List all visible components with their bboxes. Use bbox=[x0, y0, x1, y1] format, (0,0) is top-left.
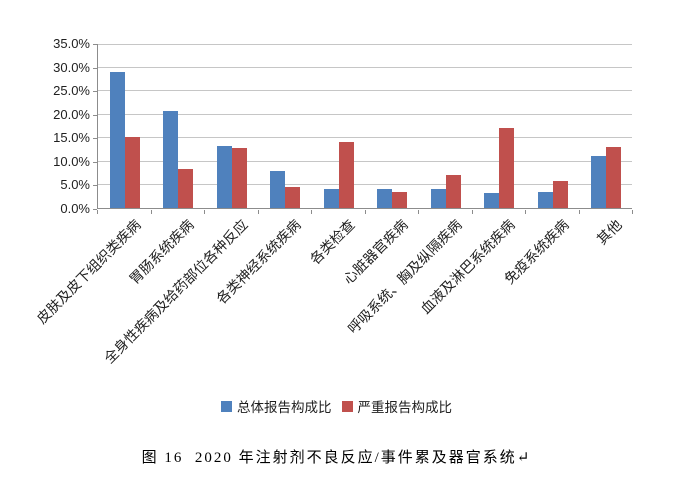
bar-严重报告构成比 bbox=[124, 137, 140, 208]
y-axis-tick-mark bbox=[93, 138, 97, 140]
y-axis-tick-mark bbox=[93, 91, 97, 93]
x-axis-tick-mark bbox=[525, 210, 526, 214]
bar-总体报告构成比 bbox=[591, 155, 607, 208]
y-axis-tick-label: 25.0% bbox=[53, 83, 90, 99]
y-axis-tick-mark bbox=[93, 185, 97, 187]
bar-总体报告构成比 bbox=[270, 170, 286, 208]
x-axis-tick-mark bbox=[578, 210, 580, 214]
plot-area bbox=[97, 44, 632, 209]
bar-group bbox=[580, 44, 634, 208]
x-axis-tick-mark bbox=[97, 210, 98, 214]
y-axis-tick-label: 35.0% bbox=[53, 36, 90, 51]
y-axis-tick-mark bbox=[93, 114, 97, 116]
y-axis-tick-label: 30.0% bbox=[53, 59, 90, 75]
bar-group bbox=[205, 44, 259, 208]
bar-group bbox=[98, 44, 152, 208]
bar-总体报告构成比 bbox=[484, 193, 500, 208]
x-axis-tick-mark bbox=[632, 210, 633, 214]
bar-group bbox=[473, 44, 527, 208]
bar-严重报告构成比 bbox=[392, 192, 408, 208]
gridline bbox=[98, 160, 632, 162]
bar-总体报告构成比 bbox=[377, 189, 393, 208]
x-axis-tick-mark bbox=[471, 210, 473, 214]
x-axis-category-label: 血液及淋巴系统疾病 bbox=[417, 216, 518, 317]
gridline bbox=[98, 90, 632, 92]
x-axis-tick-mark bbox=[150, 210, 152, 214]
gridline bbox=[98, 44, 632, 45]
y-axis-tick-label: 15.0% bbox=[53, 130, 90, 146]
bar-group bbox=[366, 44, 420, 208]
paragraph-return-mark-icon: ↵ bbox=[516, 450, 532, 466]
legend-label: 严重报告构成比 bbox=[357, 400, 453, 415]
x-axis-tick-mark bbox=[257, 210, 259, 214]
bar-总体报告构成比 bbox=[216, 145, 232, 208]
legend-item: 严重报告构成比 bbox=[341, 396, 453, 416]
figure-caption: 图 16 2020 年注射剂不良反应/事件累及器官系统↵ bbox=[0, 446, 673, 467]
x-axis-tick-mark bbox=[364, 210, 366, 214]
figure-caption-text: 图 16 2020 年注射剂不良反应/事件累及器官系统 bbox=[141, 450, 517, 466]
bar-group bbox=[312, 44, 366, 208]
bar-总体报告构成比 bbox=[537, 192, 553, 208]
bar-严重报告构成比 bbox=[606, 147, 622, 208]
y-axis-tick-mark bbox=[93, 161, 97, 163]
bar-严重报告构成比 bbox=[285, 187, 301, 208]
y-axis-tick-label: 20.0% bbox=[53, 106, 90, 122]
bar-总体报告构成比 bbox=[163, 110, 179, 208]
bar-总体报告构成比 bbox=[323, 189, 339, 208]
bar-总体报告构成比 bbox=[430, 189, 446, 208]
bar-严重报告构成比 bbox=[338, 141, 354, 208]
y-axis-tick-mark bbox=[93, 209, 97, 210]
x-axis-category-label: 其他 bbox=[593, 216, 625, 248]
gridline bbox=[98, 184, 632, 186]
x-axis-tick-mark bbox=[311, 210, 312, 214]
y-axis-tick-label: 10.0% bbox=[53, 153, 90, 169]
bar-group bbox=[259, 44, 313, 208]
legend-label: 总体报告构成比 bbox=[237, 400, 332, 415]
bar-group bbox=[152, 44, 206, 208]
gridline bbox=[98, 137, 632, 139]
bar-group bbox=[526, 44, 580, 208]
bar-group bbox=[419, 44, 473, 208]
bar-严重报告构成比 bbox=[445, 174, 461, 208]
gridline bbox=[98, 113, 632, 115]
y-axis-tick-label: 5.0% bbox=[60, 177, 90, 193]
y-axis-tick-mark bbox=[93, 44, 97, 45]
bar-严重报告构成比 bbox=[231, 148, 247, 208]
bar-严重报告构成比 bbox=[499, 128, 515, 208]
legend-swatch-icon bbox=[221, 400, 232, 412]
bar-严重报告构成比 bbox=[552, 180, 568, 208]
chart-legend: 总体报告构成比 严重报告构成比 bbox=[0, 396, 673, 416]
y-axis-tick-label: 0.0% bbox=[60, 201, 90, 216]
y-axis-tick-mark bbox=[93, 67, 97, 69]
x-axis-tick-mark bbox=[204, 210, 205, 214]
bar-严重报告构成比 bbox=[178, 169, 194, 208]
gridline bbox=[98, 66, 632, 68]
legend-item: 总体报告构成比 bbox=[221, 396, 332, 416]
x-axis-tick-mark bbox=[418, 210, 419, 214]
legend-swatch-icon bbox=[341, 400, 353, 412]
bar-总体报告构成比 bbox=[109, 72, 125, 208]
